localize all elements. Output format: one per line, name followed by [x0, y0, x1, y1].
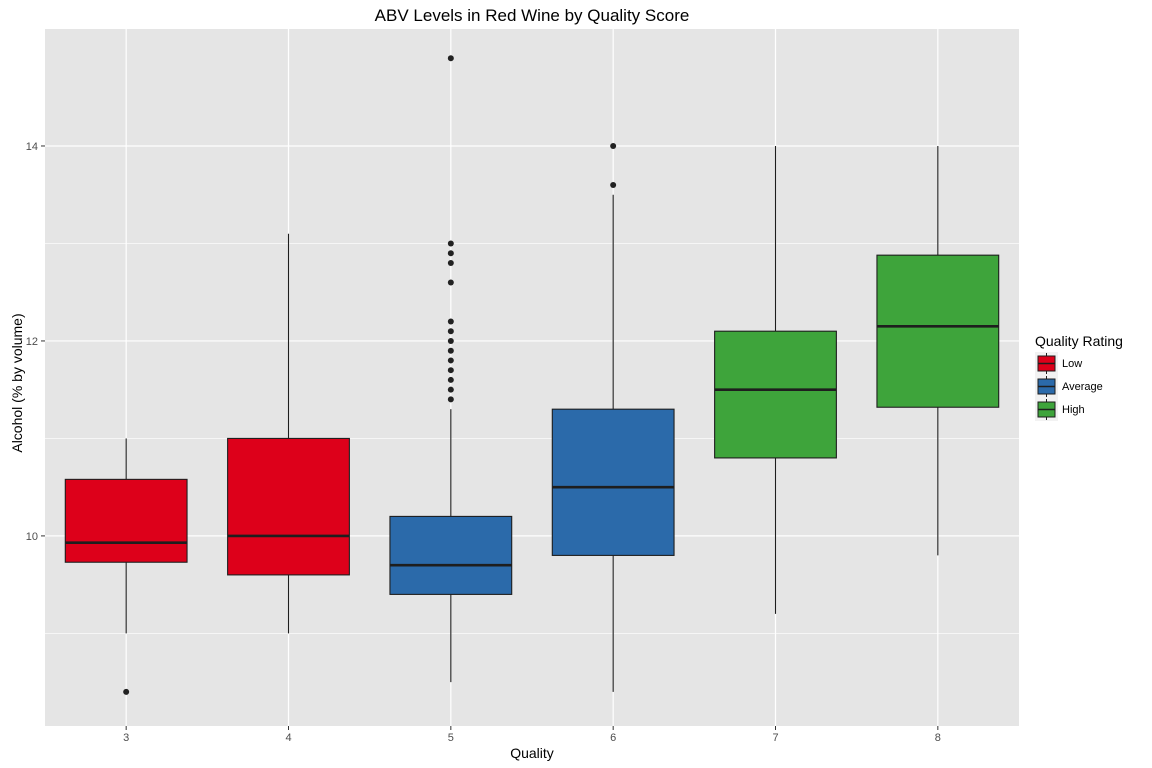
outlier-point	[610, 181, 617, 188]
legend-item-average: Average	[1035, 375, 1103, 398]
x-tick-label: 4	[285, 732, 291, 744]
outlier-point	[447, 396, 454, 403]
outlier-point	[123, 688, 130, 695]
chart-title: ABV Levels in Red Wine by Quality Score	[375, 6, 690, 25]
box-body	[227, 437, 350, 576]
legend-item-high: High	[1035, 398, 1085, 421]
outlier-point	[447, 386, 454, 393]
plot-panel	[45, 29, 1019, 726]
outlier-point	[447, 240, 454, 247]
outlier-point	[447, 337, 454, 344]
legend-label: Low	[1062, 358, 1082, 370]
legend-item-low: Low	[1035, 352, 1082, 375]
box-quality-8	[876, 145, 1000, 556]
outlier-point	[447, 279, 454, 286]
outlier-point	[447, 328, 454, 335]
outlier-point	[447, 55, 454, 62]
y-axis-title: Alcohol (% by volume)	[9, 313, 25, 452]
box-quality-5	[389, 55, 513, 683]
plot-area: 10 12 14 3 4 5 6 7 8	[26, 29, 1019, 744]
box-body	[64, 478, 188, 563]
x-tick-label: 8	[935, 732, 941, 744]
box-quality-6	[551, 142, 675, 692]
y-tick-label: 12	[26, 336, 38, 348]
outlier-point	[610, 142, 617, 149]
y-tick-label: 14	[26, 141, 38, 153]
box-body	[876, 254, 1000, 408]
box-body	[551, 408, 675, 556]
box-quality-7	[714, 145, 837, 614]
outlier-point	[447, 318, 454, 325]
x-tick-label: 7	[772, 732, 778, 744]
y-tick-label: 10	[26, 531, 38, 543]
legend-title: Quality Rating	[1035, 333, 1123, 349]
x-tick-label: 5	[448, 732, 454, 744]
box-body	[714, 330, 837, 459]
outlier-point	[447, 367, 454, 374]
box-quality-4	[227, 233, 350, 634]
x-axis-title: Quality	[510, 745, 554, 761]
x-tick-label: 3	[123, 732, 129, 744]
outlier-point	[447, 376, 454, 383]
outlier-point	[447, 357, 454, 364]
outlier-point	[447, 250, 454, 257]
outlier-point	[447, 259, 454, 266]
outlier-point	[447, 347, 454, 354]
legend: Quality Rating Low Average High	[1035, 333, 1123, 421]
box-body	[389, 515, 513, 595]
legend-label: Average	[1062, 381, 1103, 393]
legend-label: High	[1062, 404, 1085, 416]
x-tick-label: 6	[610, 732, 616, 744]
box-quality-3	[64, 438, 188, 695]
